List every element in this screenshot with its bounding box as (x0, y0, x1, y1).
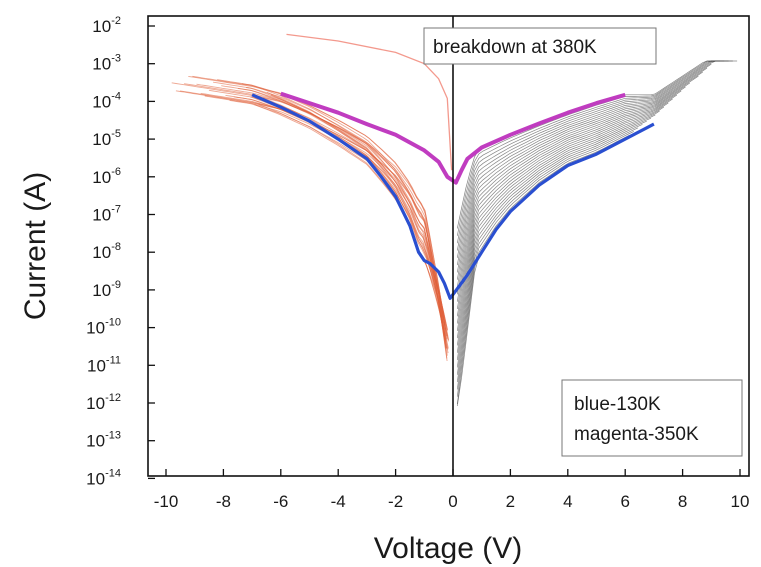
forward-curve (456, 67, 708, 280)
x-tick-label: 0 (448, 492, 457, 511)
highlighted-series-group (251, 91, 655, 300)
forward-curve (456, 110, 660, 353)
x-tick-label: -4 (331, 492, 346, 511)
breakdown-annotation: breakdown at 380K (433, 37, 597, 58)
plot-frame (147, 15, 750, 477)
x-tick-label: -10 (154, 492, 179, 511)
x-tick-label: 2 (506, 492, 515, 511)
x-axis-ticks: -10 -8 -6 -4 -2 0 2 4 6 8 10 (154, 469, 750, 511)
forward-curve (456, 94, 678, 324)
forward-curve (456, 98, 673, 331)
x-tick-label: 4 (563, 492, 572, 511)
forward-curve (456, 114, 656, 361)
series-blue-130k (251, 93, 655, 300)
forward-curve (456, 71, 703, 288)
legend-blue-label: blue-130K (574, 394, 661, 415)
forward-curve (456, 75, 699, 295)
forward-curve (456, 82, 690, 302)
forward-curve (456, 106, 665, 346)
x-axis-title: Voltage (V) (374, 532, 522, 565)
x-tick-label: -8 (216, 492, 231, 511)
y-axis-title: Current (A) (19, 172, 52, 320)
reverse-curve (208, 89, 447, 341)
reverse-curve (246, 87, 449, 342)
forward-curve (456, 120, 647, 375)
x-tick-label: -6 (273, 492, 288, 511)
x-tick-label: -2 (388, 492, 403, 511)
forward-curve (456, 63, 712, 273)
forward-curve (456, 86, 686, 310)
series-magenta-350k (280, 91, 626, 185)
reverse-curve (188, 75, 448, 339)
forward-curve (456, 131, 634, 397)
forward-curve (456, 124, 643, 383)
forward-curve (456, 60, 729, 244)
legend-box (561, 379, 743, 457)
x-tick-label: 6 (620, 492, 629, 511)
forward-curve (456, 60, 720, 258)
forward-curve (456, 60, 725, 251)
breakdown-annotation-box (423, 27, 657, 65)
reverse-curve (229, 99, 446, 340)
forward-curve (456, 127, 639, 390)
forward-curve (456, 134, 630, 405)
reverse-curve (241, 83, 450, 340)
forward-curve (456, 90, 682, 317)
forward-curve (456, 102, 669, 339)
forward-curve (456, 60, 716, 266)
legend-magenta-label: magenta-350K (574, 424, 699, 445)
reverse-curve (171, 82, 448, 356)
x-tick-label: 8 (678, 492, 687, 511)
forward-curve (456, 117, 652, 368)
forward-curve-family (456, 60, 738, 407)
x-tick-label: 10 (731, 492, 750, 511)
